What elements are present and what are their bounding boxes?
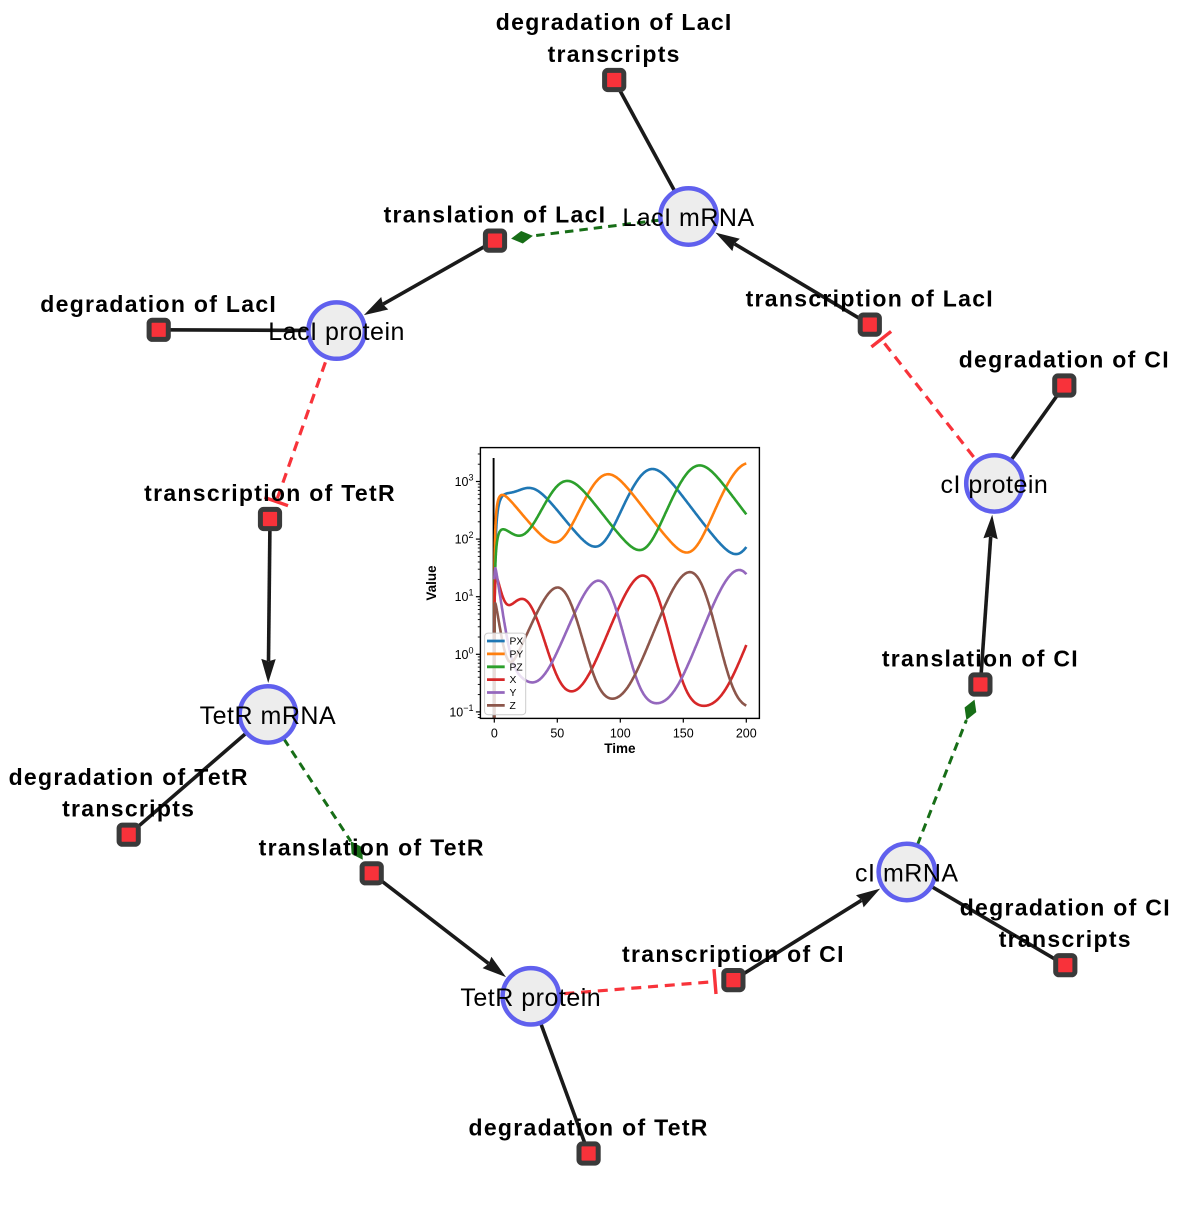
svg-text:transcripts: transcripts (548, 41, 681, 67)
svg-text:Time: Time (604, 741, 636, 756)
svg-text:transcription of LacI: transcription of LacI (746, 286, 994, 312)
svg-text:150: 150 (673, 726, 694, 740)
svg-text:X: X (510, 675, 517, 686)
svg-text:Value: Value (424, 565, 439, 601)
svg-text:PY: PY (510, 650, 524, 661)
svg-text:100: 100 (610, 726, 631, 740)
svg-text:translation of LacI: translation of LacI (384, 202, 607, 228)
svg-text:degradation of TetR: degradation of TetR (468, 1115, 708, 1141)
svg-text:50: 50 (550, 726, 564, 740)
svg-text:PZ: PZ (510, 662, 523, 673)
svg-text:cI protein: cI protein (940, 471, 1048, 499)
svg-text:transcription of CI: transcription of CI (622, 941, 845, 967)
svg-text:translation of TetR: translation of TetR (259, 834, 485, 860)
svg-text:transcripts: transcripts (62, 796, 195, 822)
svg-text:TetR protein: TetR protein (460, 984, 601, 1012)
svg-text:translation of CI: translation of CI (882, 646, 1079, 672)
svg-text:Z: Z (510, 701, 516, 712)
svg-text:0: 0 (491, 726, 498, 740)
svg-text:Y: Y (510, 688, 517, 699)
svg-text:LacI mRNA: LacI mRNA (622, 204, 754, 232)
svg-text:cI mRNA: cI mRNA (855, 860, 959, 888)
svg-text:transcription of TetR: transcription of TetR (144, 480, 396, 506)
svg-text:degradation of CI: degradation of CI (960, 894, 1171, 920)
svg-text:degradation of LacI: degradation of LacI (40, 291, 277, 317)
svg-text:degradation of LacI: degradation of LacI (496, 9, 733, 35)
svg-text:degradation of TetR: degradation of TetR (9, 764, 249, 790)
svg-text:200: 200 (736, 726, 757, 740)
svg-text:degradation of CI: degradation of CI (959, 347, 1170, 373)
svg-text:LacI protein: LacI protein (268, 318, 405, 346)
svg-text:transcripts: transcripts (999, 926, 1132, 952)
svg-text:TetR mRNA: TetR mRNA (200, 702, 336, 730)
svg-text:PX: PX (510, 637, 524, 648)
